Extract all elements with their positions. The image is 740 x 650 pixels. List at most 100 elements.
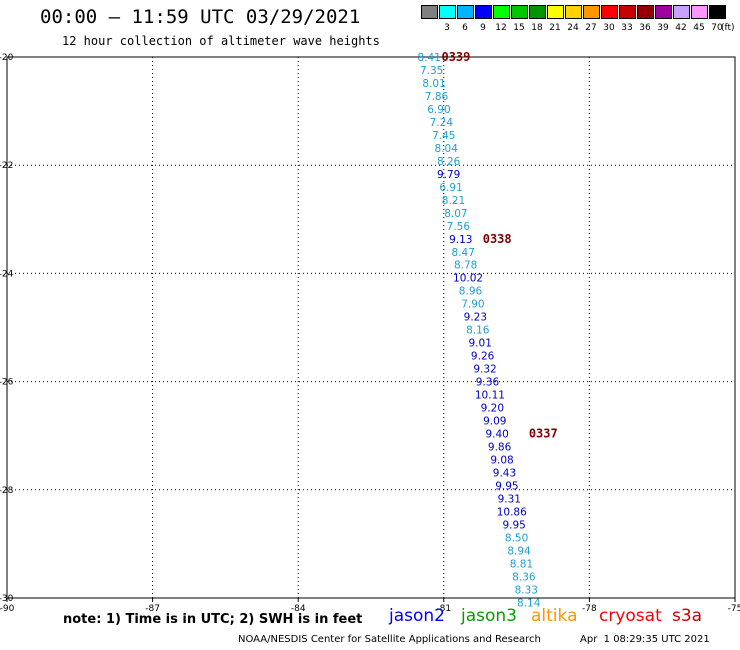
y-tick-label: -30 xyxy=(0,594,14,604)
legend-swatch xyxy=(421,5,438,19)
x-tick-label: -84 xyxy=(291,604,306,614)
wave-height-value: 7.56 xyxy=(447,221,471,233)
legend-label: 18 xyxy=(531,23,543,33)
wave-height-value: 8.94 xyxy=(507,545,531,557)
x-tick-label: -81 xyxy=(436,604,451,614)
x-tick-label: -90 xyxy=(0,604,15,614)
pass-label: 0339 xyxy=(441,50,470,64)
y-tick-label: -28 xyxy=(0,486,14,496)
legend-swatch xyxy=(457,5,474,19)
legend-swatch xyxy=(637,5,654,19)
legend-label: 42 xyxy=(675,23,687,33)
legend-unit: (ft) xyxy=(721,23,735,33)
wave-height-value: 9.13 xyxy=(449,234,472,246)
footer-note: note: 1) Time is in UTC; 2) SWH is in fe… xyxy=(63,612,363,627)
wave-height-value: 7.35 xyxy=(420,65,443,77)
satellite-s3a: s3a xyxy=(672,606,703,626)
wave-height-value: 10.02 xyxy=(453,273,483,285)
legend-swatch xyxy=(619,5,636,19)
legend-swatch xyxy=(547,5,564,19)
page-subtitle: 12 hour collection of altimeter wave hei… xyxy=(62,34,380,48)
wave-height-value: 9.43 xyxy=(493,467,516,479)
y-tick-label: -22 xyxy=(0,161,13,171)
y-tick-label: -24 xyxy=(0,269,14,279)
legend-label: 12 xyxy=(495,23,507,33)
legend-swatch xyxy=(565,5,582,19)
wave-height-value: 9.31 xyxy=(498,493,521,505)
wave-height-value: 8.47 xyxy=(452,247,475,259)
satellite-jason2: jason2 xyxy=(389,606,445,626)
wave-height-value: 8.21 xyxy=(442,195,465,207)
legend-label: 9 xyxy=(480,23,486,33)
legend-swatch xyxy=(583,5,600,19)
legend-label: 45 xyxy=(693,23,705,33)
wave-height-value: 8.14 xyxy=(517,597,541,609)
y-tick-label: -20 xyxy=(0,53,14,63)
pass-label: 0338 xyxy=(483,232,512,246)
wave-height-value: 9.79 xyxy=(437,169,460,181)
satellite-cryosat: cryosat xyxy=(599,606,662,626)
legend-label: 39 xyxy=(657,23,669,33)
wave-height-value: 9.23 xyxy=(464,312,487,324)
legend-swatch xyxy=(691,5,708,19)
wave-height-value: 9.20 xyxy=(481,403,504,415)
wave-height-value: 8.07 xyxy=(444,208,467,220)
pass-label: 0337 xyxy=(529,427,558,441)
legend-label: 21 xyxy=(549,23,561,33)
legend-swatch xyxy=(709,5,726,19)
legend-swatch xyxy=(601,5,618,19)
wave-height-value: 9.36 xyxy=(476,377,500,389)
satellite-altika: altika xyxy=(531,606,578,626)
wave-height-value: 10.11 xyxy=(475,390,505,402)
wave-height-value: 7.90 xyxy=(461,299,484,311)
wave-height-value: 9.08 xyxy=(490,455,513,467)
wave-height-value: 7.24 xyxy=(430,117,454,129)
wave-height-value: 6.91 xyxy=(439,182,462,194)
legend-swatch xyxy=(475,5,492,19)
wave-height-value: 8.36 xyxy=(512,571,536,583)
legend-label: 33 xyxy=(621,23,633,33)
wave-height-value: 6.90 xyxy=(427,104,450,116)
wave-height-value: 8.33 xyxy=(515,584,538,596)
credit-line: NOAA/NESDIS Center for Satellite Applica… xyxy=(238,634,541,645)
x-tick-label: -87 xyxy=(145,604,160,614)
legend-swatch xyxy=(673,5,690,19)
legend-swatch xyxy=(655,5,672,19)
legend-label: 15 xyxy=(513,23,525,33)
satellite-jason3: jason3 xyxy=(461,606,517,626)
wave-height-value: 8.01 xyxy=(422,78,445,90)
legend-label: 3 xyxy=(444,23,450,33)
generation-timestamp: Apr 1 08:29:35 UTC 2021 xyxy=(580,634,710,645)
x-tick-label: -78 xyxy=(582,604,597,614)
legend-label: 27 xyxy=(585,23,597,33)
legend-swatch xyxy=(439,5,456,19)
legend-swatch xyxy=(529,5,546,19)
wave-height-value: 8.81 xyxy=(510,558,533,570)
wave-height-value: 9.40 xyxy=(485,429,508,441)
legend-label: 36 xyxy=(639,23,651,33)
legend-label: 70 xyxy=(711,23,723,33)
legend-label: 6 xyxy=(462,23,468,33)
wave-height-value: 7.86 xyxy=(425,91,449,103)
wave-height-value: 9.26 xyxy=(471,351,495,363)
wave-height-value: 10.86 xyxy=(497,506,527,518)
wave-height-value: 9.32 xyxy=(473,364,496,376)
wave-height-value: 9.09 xyxy=(483,416,506,428)
x-tick-label: -75 xyxy=(728,604,740,614)
legend-label: 30 xyxy=(603,23,615,33)
y-tick-label: -26 xyxy=(0,378,14,388)
wave-height-value: 8.78 xyxy=(454,260,477,272)
wave-height-value: 8.26 xyxy=(437,156,461,168)
wave-height-value: 8.96 xyxy=(459,286,483,298)
wave-height-value: 7.45 xyxy=(432,130,455,142)
wave-height-value: 9.95 xyxy=(495,480,518,492)
legend-swatch xyxy=(511,5,528,19)
page-title: 00:00 – 11:59 UTC 03/29/2021 xyxy=(40,6,361,28)
wave-height-value: 9.95 xyxy=(502,519,525,531)
wave-height-value: 8.50 xyxy=(505,532,528,544)
plot-frame xyxy=(6,56,736,599)
wave-height-value: 8.16 xyxy=(466,325,490,337)
wave-height-value: 9.86 xyxy=(488,442,512,454)
wave-height-value: 9.01 xyxy=(469,338,492,350)
